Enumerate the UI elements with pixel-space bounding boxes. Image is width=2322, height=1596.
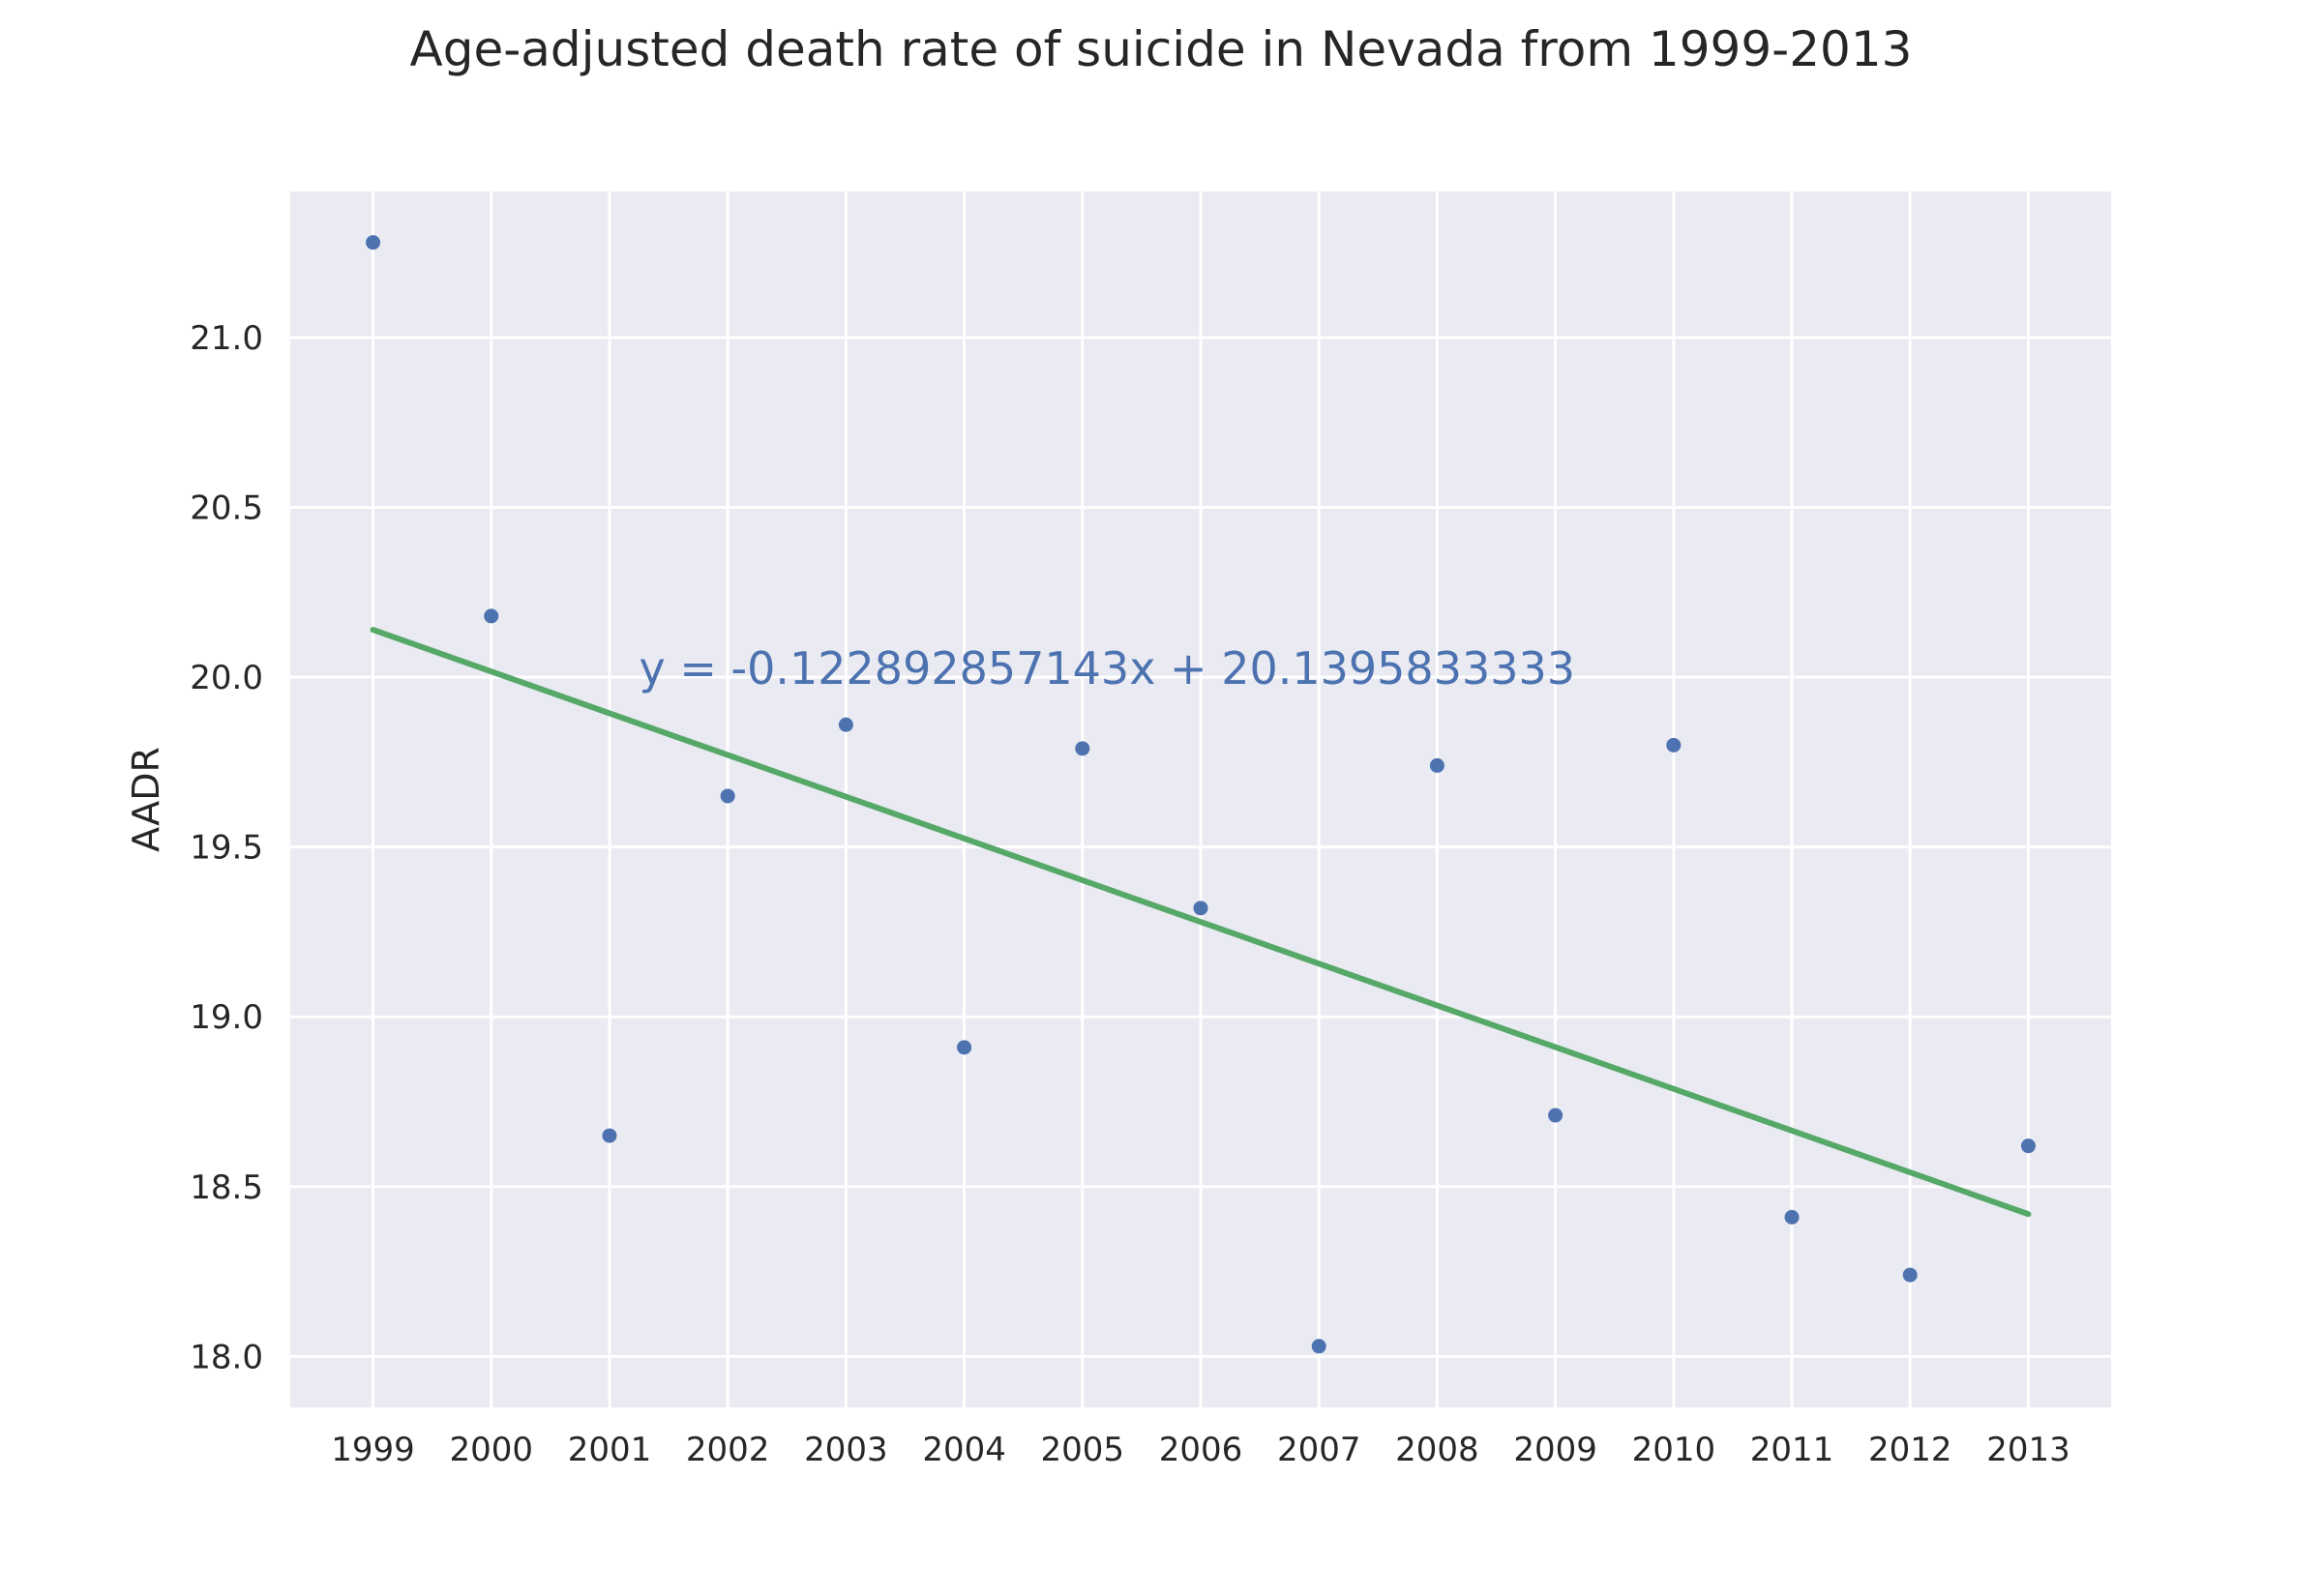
grid [290,192,2111,1407]
x-tick-label: 2006 [1159,1431,1243,1469]
data-point-2003 [838,717,853,732]
x-tick-label: 2002 [686,1431,770,1469]
data-point-2008 [1429,757,1444,773]
x-tick-label: 1999 [331,1431,415,1469]
x-tick-label: 2011 [1750,1431,1834,1469]
data-point-2007 [1311,1339,1326,1354]
x-tick-label: 2003 [804,1431,888,1469]
y-axis-label: AADR [125,747,167,852]
tick-labels: 1999 2000 2001 2002 2003 2004 2005 2006 2007 2008… [190,319,2069,1469]
x-tick-label: 2012 [1868,1431,1952,1469]
x-tick-label: 2007 [1277,1431,1361,1469]
fit-line-layer [370,627,2032,1218]
y-tick-label: 21.0 [190,319,263,358]
data-point-2012 [1902,1267,1918,1283]
data-point-2000 [484,608,499,624]
y-tick-label: 18.0 [190,1338,263,1376]
y-tick-label: 18.5 [190,1168,263,1207]
x-tick-label: 2013 [1986,1431,2070,1469]
chart-title: Age-adjusted death rate of suicide in Ne… [409,21,1913,77]
data-point-2010 [1666,737,1682,753]
x-tick-label: 2001 [568,1431,652,1469]
x-tick-label: 2008 [1395,1431,1479,1469]
data-point-2009 [1548,1108,1563,1123]
x-tick-label: 2009 [1513,1431,1597,1469]
data-points [366,235,2036,1354]
x-tick-label: 2004 [922,1431,1006,1469]
data-point-2002 [720,788,735,804]
x-tick-label: 2000 [449,1431,533,1469]
y-tick-label: 19.0 [190,998,263,1037]
y-tick-label: 20.0 [190,659,263,697]
y-tick-label: 20.5 [190,489,263,528]
data-point-2004 [957,1040,972,1055]
data-point-2006 [1193,901,1208,916]
regression-equation: y = -0.122892857143x + 20.1395833333 [640,642,1576,695]
data-point-2005 [1075,741,1090,756]
data-point-2011 [1784,1209,1800,1225]
data-point-2001 [602,1128,617,1143]
data-point-2013 [2020,1138,2036,1154]
x-tick-label: 2005 [1041,1431,1125,1469]
y-tick-label: 19.5 [190,829,263,868]
regression-line [370,627,2032,1218]
data-point-1999 [366,235,381,251]
x-tick-label: 2010 [1632,1431,1716,1469]
